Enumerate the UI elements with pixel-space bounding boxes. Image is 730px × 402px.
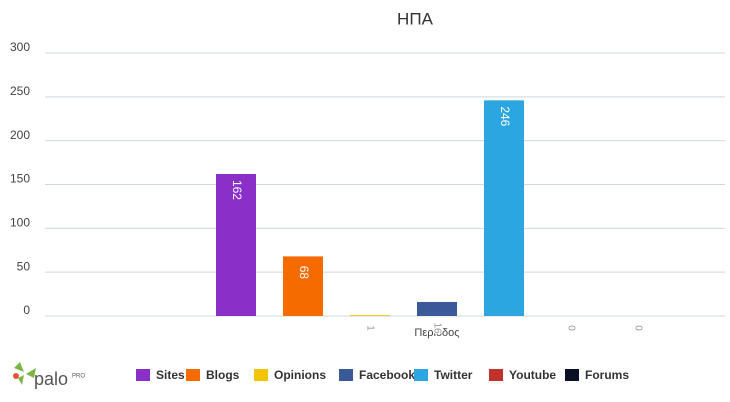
bar xyxy=(417,301,457,316)
bar xyxy=(283,256,323,316)
legend-label: Blogs xyxy=(206,368,240,382)
y-tick-label: 100 xyxy=(10,216,30,230)
legend-swatch xyxy=(136,369,150,381)
legend-swatch xyxy=(186,369,200,381)
legend-swatch xyxy=(254,369,268,381)
data-label: 0 xyxy=(565,325,576,331)
data-label: 16 xyxy=(431,322,442,334)
data-label: 0 xyxy=(632,325,643,331)
legend-swatch xyxy=(565,369,579,381)
legend-label: Forums xyxy=(585,368,629,382)
chart-title: ΗΠΑ xyxy=(397,9,434,28)
logo-text: palo xyxy=(34,369,68,389)
legend-swatch xyxy=(489,369,503,381)
legend-label: Twitter xyxy=(434,368,473,382)
logo-dot xyxy=(13,373,19,379)
x-tick-label: Περίοδος xyxy=(414,327,459,339)
data-label: 246 xyxy=(498,106,512,126)
y-tick-label: 300 xyxy=(10,40,30,54)
logo-badge: PRO xyxy=(72,374,85,380)
bar xyxy=(350,315,390,316)
data-label: 68 xyxy=(297,266,311,280)
y-tick-label: 50 xyxy=(17,259,31,273)
y-tick-label: 200 xyxy=(10,128,30,142)
logo-icon xyxy=(14,362,36,385)
bar xyxy=(484,100,524,316)
legend-swatch xyxy=(414,369,428,381)
data-label: 1 xyxy=(364,325,375,331)
y-tick-label: 250 xyxy=(10,84,30,98)
legend-swatch xyxy=(339,369,353,381)
legend-label: Opinions xyxy=(274,368,326,382)
legend-label: Sites xyxy=(156,368,185,382)
legend-label: Youtube xyxy=(509,368,556,382)
bar xyxy=(216,173,256,316)
legend-label: Facebook xyxy=(359,368,415,382)
y-tick-label: 150 xyxy=(10,172,30,186)
data-label: 162 xyxy=(230,180,244,200)
logo: palo PRO xyxy=(13,362,85,389)
y-tick-label: 0 xyxy=(23,303,30,317)
